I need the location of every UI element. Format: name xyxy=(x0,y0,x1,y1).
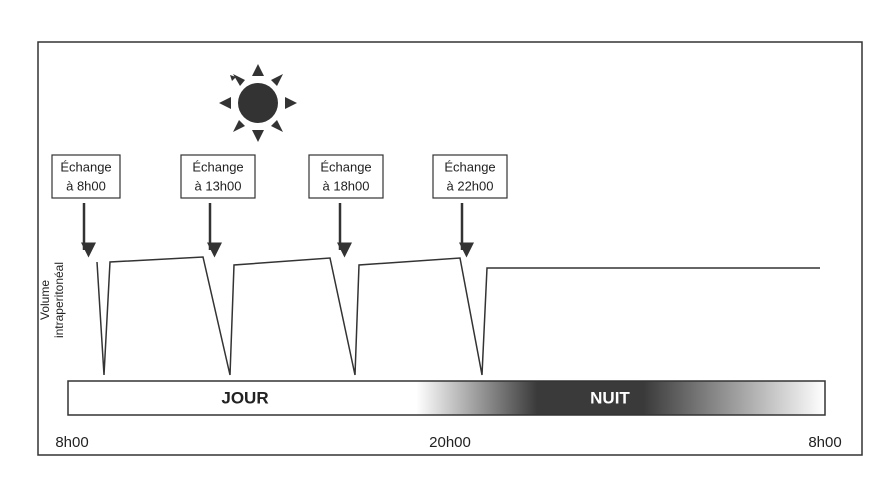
exchange-frame xyxy=(51,154,121,199)
exchange-time: à 13h00 xyxy=(195,178,242,193)
y-label-line: intraperitonéal xyxy=(52,262,66,338)
sun-icon xyxy=(219,64,297,142)
exchange-label: Échange xyxy=(60,159,111,174)
exchange-time: à 22h00 xyxy=(447,178,494,193)
time-label: 8h00 xyxy=(55,434,88,451)
y-axis-label: Volume intraperitonéal xyxy=(38,262,66,338)
exchange-time: à 18h00 xyxy=(323,178,370,193)
volume-curve xyxy=(96,256,820,376)
exchange-frame xyxy=(180,154,256,199)
time-label: 8h00 xyxy=(808,434,841,451)
exchange-time: à 8h00 xyxy=(66,178,106,193)
exchange-label: Échange xyxy=(320,159,371,174)
y-label-line: Volume xyxy=(38,280,52,320)
exchange-label: Échange xyxy=(192,159,243,174)
exchange-frame xyxy=(308,154,384,199)
time-label: 20h00 xyxy=(429,434,471,451)
exchange-box: Échange à 22h00 xyxy=(432,154,508,199)
exchange-label: Échange xyxy=(444,159,495,174)
exchange-box: Échange à 18h00 xyxy=(308,154,384,199)
arrows xyxy=(81,203,474,258)
exchange-box: Échange à 8h00 xyxy=(51,154,121,199)
period-label: NUIT xyxy=(590,388,630,407)
exchange-box: Échange à 13h00 xyxy=(180,154,256,199)
day-night-bar xyxy=(67,380,826,416)
period-label: JOUR xyxy=(221,388,268,407)
exchange-frame xyxy=(432,154,508,199)
